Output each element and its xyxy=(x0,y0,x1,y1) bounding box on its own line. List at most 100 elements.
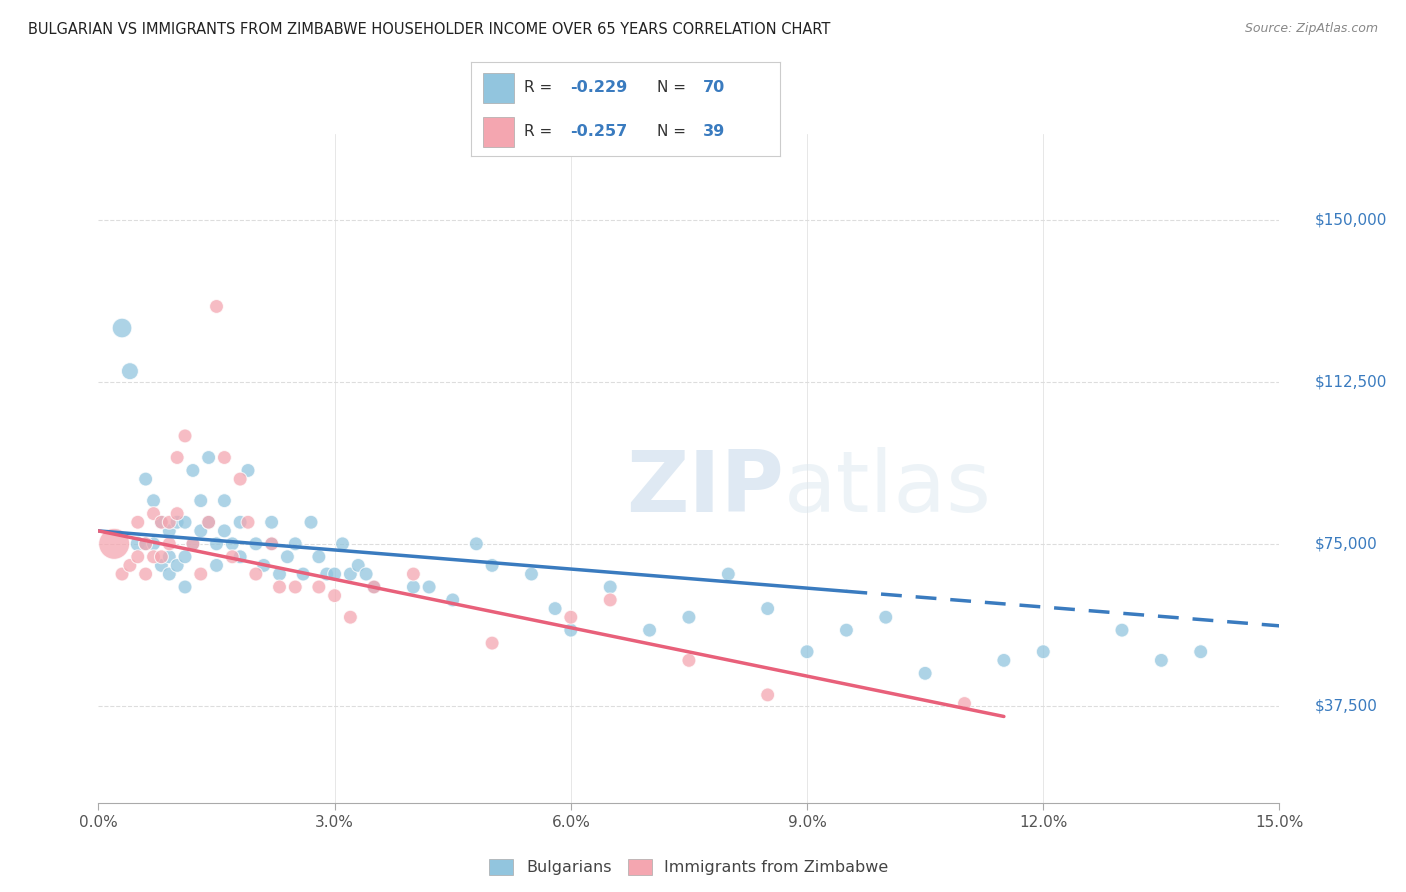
Point xyxy=(308,580,330,594)
Text: $37,500: $37,500 xyxy=(1315,698,1378,714)
Point xyxy=(229,515,252,529)
FancyBboxPatch shape xyxy=(484,117,515,147)
FancyBboxPatch shape xyxy=(484,73,515,103)
Point xyxy=(174,549,197,564)
Point xyxy=(717,567,740,582)
Point xyxy=(142,537,165,551)
Legend: Bulgarians, Immigrants from Zimbabwe: Bulgarians, Immigrants from Zimbabwe xyxy=(482,853,896,882)
Text: ZIP: ZIP xyxy=(626,447,783,530)
Point xyxy=(284,580,307,594)
Point xyxy=(166,558,188,573)
Point xyxy=(339,610,361,624)
Point xyxy=(245,537,267,551)
Text: 39: 39 xyxy=(703,124,725,139)
Text: $112,500: $112,500 xyxy=(1315,375,1386,390)
Point xyxy=(236,463,259,477)
Point xyxy=(103,537,125,551)
Point xyxy=(269,567,291,582)
Point xyxy=(157,524,180,538)
Point xyxy=(1111,623,1133,637)
Point xyxy=(363,580,385,594)
Point xyxy=(181,463,204,477)
Point xyxy=(796,645,818,659)
Point xyxy=(150,558,173,573)
Point xyxy=(127,515,149,529)
Point xyxy=(127,549,149,564)
Point xyxy=(678,610,700,624)
Text: $75,000: $75,000 xyxy=(1315,536,1378,551)
Text: BULGARIAN VS IMMIGRANTS FROM ZIMBABWE HOUSEHOLDER INCOME OVER 65 YEARS CORRELATI: BULGARIAN VS IMMIGRANTS FROM ZIMBABWE HO… xyxy=(28,22,831,37)
Text: -0.257: -0.257 xyxy=(569,124,627,139)
Point xyxy=(174,429,197,443)
Point xyxy=(197,515,219,529)
Point xyxy=(197,515,219,529)
Point xyxy=(481,636,503,650)
Point xyxy=(150,515,173,529)
Point xyxy=(835,623,858,637)
Point xyxy=(221,549,243,564)
Text: N =: N = xyxy=(657,80,690,95)
Point xyxy=(875,610,897,624)
Text: R =: R = xyxy=(523,80,557,95)
Point xyxy=(269,580,291,594)
Point xyxy=(363,580,385,594)
Point xyxy=(157,567,180,582)
Point xyxy=(111,321,134,335)
Point xyxy=(638,623,661,637)
Text: $150,000: $150,000 xyxy=(1315,212,1386,227)
Point xyxy=(214,450,236,465)
Point xyxy=(1150,653,1173,667)
Point xyxy=(135,472,157,486)
Text: atlas: atlas xyxy=(783,447,991,530)
Point xyxy=(150,515,173,529)
Point xyxy=(339,567,361,582)
Point xyxy=(127,537,149,551)
Text: N =: N = xyxy=(657,124,690,139)
Point xyxy=(756,601,779,615)
Point xyxy=(402,580,425,594)
Point xyxy=(135,537,157,551)
Point xyxy=(181,537,204,551)
Point xyxy=(599,580,621,594)
Point xyxy=(323,589,346,603)
Point xyxy=(142,507,165,521)
Point xyxy=(157,537,180,551)
Point xyxy=(953,697,976,711)
Point xyxy=(1189,645,1212,659)
Point xyxy=(347,558,370,573)
Point xyxy=(315,567,337,582)
Point xyxy=(402,567,425,582)
Point xyxy=(323,567,346,582)
Point xyxy=(292,567,315,582)
Point xyxy=(111,567,134,582)
Point xyxy=(520,567,543,582)
Point xyxy=(418,580,440,594)
Text: R =: R = xyxy=(523,124,557,139)
Point xyxy=(135,567,157,582)
Point xyxy=(229,549,252,564)
Text: Source: ZipAtlas.com: Source: ZipAtlas.com xyxy=(1244,22,1378,36)
Point xyxy=(560,610,582,624)
Point xyxy=(205,300,228,314)
Point xyxy=(166,507,188,521)
Point xyxy=(205,558,228,573)
Point xyxy=(465,537,488,551)
Point xyxy=(236,515,259,529)
Point xyxy=(332,537,354,551)
Point xyxy=(678,653,700,667)
Point xyxy=(481,558,503,573)
Point xyxy=(157,549,180,564)
Point xyxy=(166,450,188,465)
Point xyxy=(214,524,236,538)
Point xyxy=(135,537,157,551)
Point xyxy=(205,537,228,551)
Point xyxy=(174,580,197,594)
Point xyxy=(157,515,180,529)
Text: -0.229: -0.229 xyxy=(569,80,627,95)
Point xyxy=(245,567,267,582)
Point xyxy=(214,493,236,508)
Point xyxy=(260,537,283,551)
Point xyxy=(166,515,188,529)
Point xyxy=(150,549,173,564)
Point xyxy=(284,537,307,551)
